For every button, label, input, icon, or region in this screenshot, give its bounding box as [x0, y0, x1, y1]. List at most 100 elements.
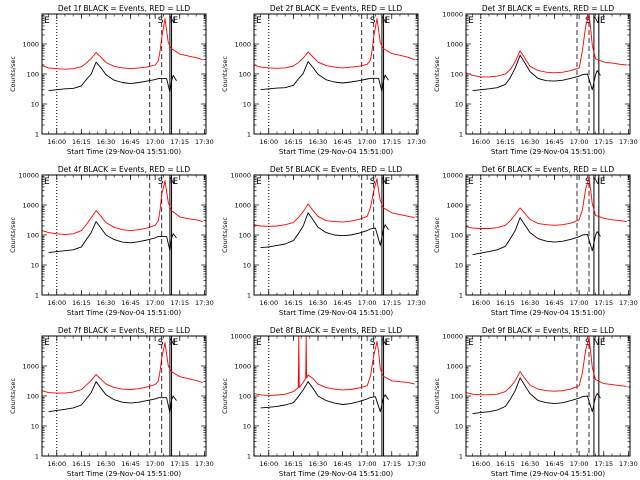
panel-5-xtick-label: 16:30: [309, 299, 328, 307]
panel-2-ytick-label: 10: [243, 101, 251, 109]
panel-3-ytick-label: 10: [455, 101, 463, 109]
panel-8-xtick-label: 16:30: [309, 460, 328, 468]
panel-4-xtick-label: 16:30: [97, 299, 116, 307]
panel-8-ylabel: Counts/sec: [221, 378, 229, 414]
panel-8-ytick-label: 1000: [234, 363, 251, 371]
panel-1-title: Det 1f BLACK = Events, RED = LLD: [58, 4, 191, 13]
panel-3-xtick-label: 17:00: [570, 138, 589, 146]
panel-7-xtick-label: 16:45: [121, 460, 140, 468]
panel-2-xtick-label: 17:15: [382, 138, 401, 146]
panel-6-xtick-label: 16:30: [521, 299, 540, 307]
panel-2-xtick-label: 16:00: [259, 138, 278, 146]
panel-7-xtick-label: 16:15: [72, 460, 91, 468]
panel-1-xtick-label: 16:15: [72, 138, 91, 146]
panel-9-xtick-label: 16:15: [496, 460, 515, 468]
panel-1-marker-e-start: E: [44, 16, 50, 26]
panel-2-xtick-label: 17:00: [358, 138, 377, 146]
panel-9-xtick-label: 17:15: [594, 460, 613, 468]
panel-1-xtick-label: 16:30: [97, 138, 116, 146]
panel-3-ytick-label: 100: [451, 71, 463, 79]
panel-8-xtick-label: 16:15: [284, 460, 303, 468]
panel-3-ytick-label: 1000: [446, 41, 463, 49]
panel-4-xtick-label: 16:45: [121, 299, 140, 307]
panel-6-xtick-label: 17:15: [594, 299, 613, 307]
panel-3-marker-e-start: E: [468, 16, 474, 26]
panel-1-ytick-label: 10: [31, 101, 39, 109]
panel-5-xtick-label: 16:15: [284, 299, 303, 307]
panel-2-ylabel: Counts/sec: [221, 56, 229, 92]
panel-6-title: Det 6f BLACK = Events, RED = LLD: [482, 165, 615, 174]
panel-3-xtick-label: 16:00: [471, 138, 490, 146]
panel-5-ytick-label: 1000: [234, 202, 251, 210]
panel-det-6: Det 6f BLACK = Events, RED = LLD Counts/s…: [433, 165, 638, 317]
panel-7-frame: [41, 335, 207, 457]
panel-2-marker-e-end: E: [385, 16, 391, 26]
panel-8-ytick-label: 10: [243, 423, 251, 431]
panel-1-ylabel: Counts/sec: [9, 56, 17, 92]
panel-8-marker-n: N: [381, 338, 388, 348]
panel-1-ytick-label: 1: [35, 131, 39, 139]
panel-8-xtick-label: 17:30: [407, 460, 426, 468]
panel-det-1: Det 1f BLACK = Events, RED = LLD Counts/s…: [9, 4, 214, 156]
panel-4-ytick-label: 10: [31, 262, 39, 270]
panel-det-7: Det 7f BLACK = Events, RED = LLD Counts/s…: [9, 326, 214, 478]
panel-5-xlabel: Start Time (29-Nov-04 15:51:00): [279, 309, 393, 317]
panel-9-ylabel: Counts/sec: [433, 378, 441, 414]
panel-4-frame: [41, 174, 207, 296]
panel-3-marker-n: N: [593, 16, 600, 26]
panel-5-ytick-label: 10: [243, 262, 251, 270]
panel-3-xtick-label: 16:15: [496, 138, 515, 146]
panel-5-events-series-line: [260, 212, 389, 249]
panel-2-marker-n: N: [381, 16, 388, 26]
panel-7-ytick-label: 100: [27, 393, 39, 401]
panel-6-marker-e-start: E: [468, 177, 474, 187]
panel-4-marker-e-start: E: [44, 177, 50, 187]
panel-6-xtick-label: 16:15: [496, 299, 515, 307]
panel-7-ytick-label: 1: [35, 453, 39, 461]
panel-3-marker-e-end: E: [600, 16, 606, 26]
panel-5-ytick-label: 10000: [230, 172, 251, 180]
panel-5-xtick-label: 16:45: [333, 299, 352, 307]
panel-2-lld-series-line: [253, 18, 415, 69]
panel-7-events-series-line: [48, 381, 177, 414]
panel-7-ylabel: Counts/sec: [9, 378, 17, 414]
panel-1-xtick-label: 17:15: [170, 138, 189, 146]
panel-8-ytick-label: 10000: [230, 333, 251, 341]
panel-det-9: Det 9f BLACK = Events, RED = LLD Counts/s…: [433, 326, 638, 478]
panel-3-lld-series-line: [465, 13, 627, 78]
panel-4-events-series-line: [48, 221, 177, 254]
panel-8-events-series-line: [260, 381, 389, 413]
panel-3-ytick-label: 10000: [442, 11, 463, 19]
panel-det-3: Det 3f BLACK = Events, RED = LLD Counts/s…: [433, 4, 638, 156]
panel-1-marker-e-end: E: [173, 16, 179, 26]
panel-1-frame: [41, 13, 207, 135]
panel-9-marker-e-start: E: [468, 338, 474, 348]
panel-9-ytick-label: 10: [455, 423, 463, 431]
panel-det-2: Det 2f BLACK = Events, RED = LLD Counts/s…: [221, 4, 426, 156]
panel-2-ytick-label: 1000: [234, 41, 251, 49]
panel-det-8: Det 8f BLACK = Events, RED = LLD Counts/s…: [221, 326, 426, 478]
panel-2-events-series-line: [260, 61, 389, 93]
panel-9-title: Det 9f BLACK = Events, RED = LLD: [482, 326, 615, 335]
panel-4-lld-series-line: [41, 180, 203, 235]
panel-9-xtick-label: 17:00: [570, 460, 589, 468]
panel-9-ytick-label: 1000: [446, 363, 463, 371]
panel-7-marker-e-end: E: [173, 338, 179, 348]
panel-9-xtick-label: 16:30: [521, 460, 540, 468]
panel-9-frame: [465, 335, 631, 457]
panel-det-4: Det 4f BLACK = Events, RED = LLD Counts/s…: [9, 165, 214, 317]
panel-6-lld-series-line: [465, 177, 627, 229]
panel-7-ytick-label: 10: [31, 423, 39, 431]
panel-7-marker-n: N: [169, 338, 176, 348]
panel-5-xtick-label: 17:15: [382, 299, 401, 307]
panel-6-xtick-label: 16:45: [545, 299, 564, 307]
panel-2-xtick-label: 17:30: [407, 138, 426, 146]
panel-2-ytick-label: 1: [247, 131, 251, 139]
panel-5-ylabel: Counts/sec: [221, 217, 229, 253]
panel-9-events-series-line: [472, 377, 601, 415]
panel-1-xtick-label: 16:45: [121, 138, 140, 146]
panel-7-ytick-label: 1000: [22, 363, 39, 371]
panel-3-marker-s: S: [585, 16, 591, 26]
panel-2-frame: [253, 13, 419, 135]
